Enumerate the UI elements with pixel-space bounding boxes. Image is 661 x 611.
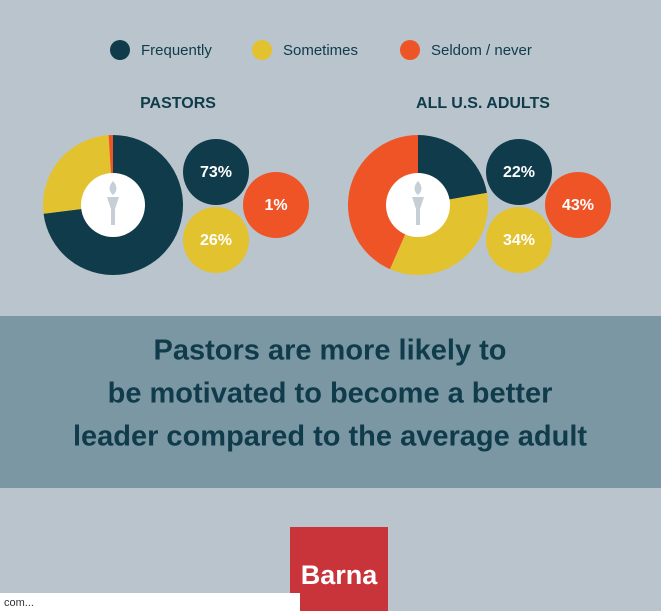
headline-band	[0, 316, 661, 488]
value-bubble	[243, 172, 309, 238]
chart-title: ALL U.S. ADULTS	[416, 95, 550, 112]
value-bubble	[545, 172, 611, 238]
legend-label: Seldom / never	[431, 42, 532, 59]
torch-icon	[107, 181, 119, 225]
legend-swatch	[400, 40, 420, 60]
footer-box	[0, 593, 300, 611]
value-label: 43%	[562, 197, 594, 214]
value-label: 73%	[200, 164, 232, 181]
value-bubble	[183, 207, 249, 273]
value-label: 1%	[264, 197, 287, 214]
chart-title: PASTORS	[140, 95, 216, 112]
value-bubble	[486, 207, 552, 273]
headline-line: Pastors are more likely to	[154, 335, 507, 367]
headline-line: leader compared to the average adult	[73, 421, 587, 453]
legend-label: Frequently	[141, 42, 212, 59]
logo: Barna	[301, 560, 379, 590]
headline-line: be motivated to become a better	[108, 378, 553, 410]
value-label: 26%	[200, 232, 232, 249]
pie-slice	[348, 135, 418, 270]
legend-swatch	[252, 40, 272, 60]
value-bubble	[486, 139, 552, 205]
legend-swatch	[110, 40, 130, 60]
value-label: 34%	[503, 232, 535, 249]
logo-box	[290, 527, 388, 611]
legend-label: Sometimes	[283, 42, 358, 59]
torch-icon	[412, 181, 424, 225]
value-label: 22%	[503, 164, 535, 181]
value-bubble	[183, 139, 249, 205]
footer: com...	[4, 597, 34, 609]
